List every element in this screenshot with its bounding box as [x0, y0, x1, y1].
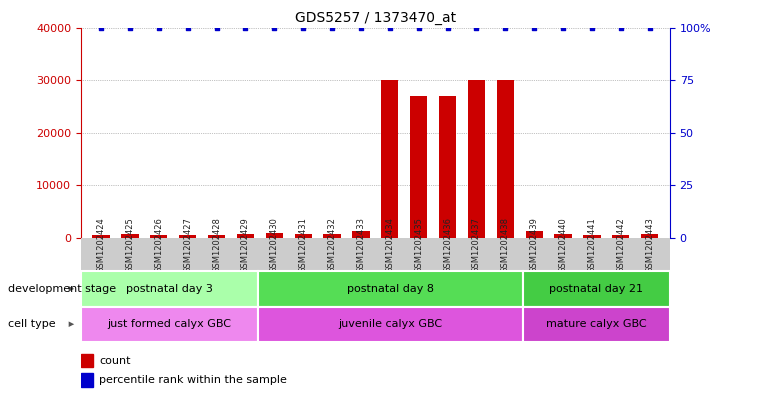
Point	[268, 24, 280, 31]
Point	[239, 24, 252, 31]
Bar	[641, 234, 658, 238]
Bar	[381, 80, 398, 238]
Bar	[583, 235, 601, 238]
Bar	[525, 231, 543, 238]
Bar	[81, 354, 93, 367]
Bar	[81, 271, 257, 307]
Bar	[352, 231, 370, 238]
Text: percentile rank within the sample: percentile rank within the sample	[99, 375, 287, 386]
Bar	[179, 235, 196, 238]
Bar	[81, 307, 257, 342]
Point	[355, 24, 367, 31]
Bar	[150, 235, 167, 238]
Bar	[92, 235, 109, 238]
Text: postnatal day 8: postnatal day 8	[346, 284, 434, 294]
Bar	[208, 235, 225, 238]
Point	[586, 24, 598, 31]
Point	[413, 24, 425, 31]
Point	[210, 24, 223, 31]
Text: postnatal day 21: postnatal day 21	[549, 284, 643, 294]
Text: cell type: cell type	[8, 319, 55, 329]
Text: mature calyx GBC: mature calyx GBC	[546, 319, 647, 329]
Text: just formed calyx GBC: just formed calyx GBC	[107, 319, 231, 329]
Title: GDS5257 / 1373470_at: GDS5257 / 1373470_at	[295, 11, 456, 25]
Point	[326, 24, 338, 31]
Bar	[266, 233, 283, 238]
Point	[297, 24, 310, 31]
Point	[470, 24, 483, 31]
Bar	[323, 233, 340, 238]
Text: development stage: development stage	[8, 284, 115, 294]
Bar	[523, 307, 670, 342]
Bar	[612, 235, 629, 238]
Bar	[257, 307, 523, 342]
Point	[441, 24, 454, 31]
Point	[383, 24, 396, 31]
Point	[124, 24, 136, 31]
Bar	[121, 234, 139, 238]
Bar	[81, 373, 93, 387]
Point	[152, 24, 165, 31]
Point	[614, 24, 627, 31]
Bar	[497, 80, 514, 238]
Text: count: count	[99, 356, 131, 366]
Bar	[257, 271, 523, 307]
Bar	[554, 234, 571, 238]
Bar	[410, 96, 427, 238]
Point	[95, 24, 107, 31]
Bar	[237, 233, 254, 238]
Point	[644, 24, 656, 31]
Bar	[467, 80, 485, 238]
Text: postnatal day 3: postnatal day 3	[126, 284, 213, 294]
Bar	[523, 271, 670, 307]
Bar	[439, 96, 456, 238]
Text: juvenile calyx GBC: juvenile calyx GBC	[338, 319, 442, 329]
Point	[557, 24, 569, 31]
Point	[499, 24, 511, 31]
Point	[182, 24, 194, 31]
Bar	[294, 234, 312, 238]
Point	[528, 24, 541, 31]
